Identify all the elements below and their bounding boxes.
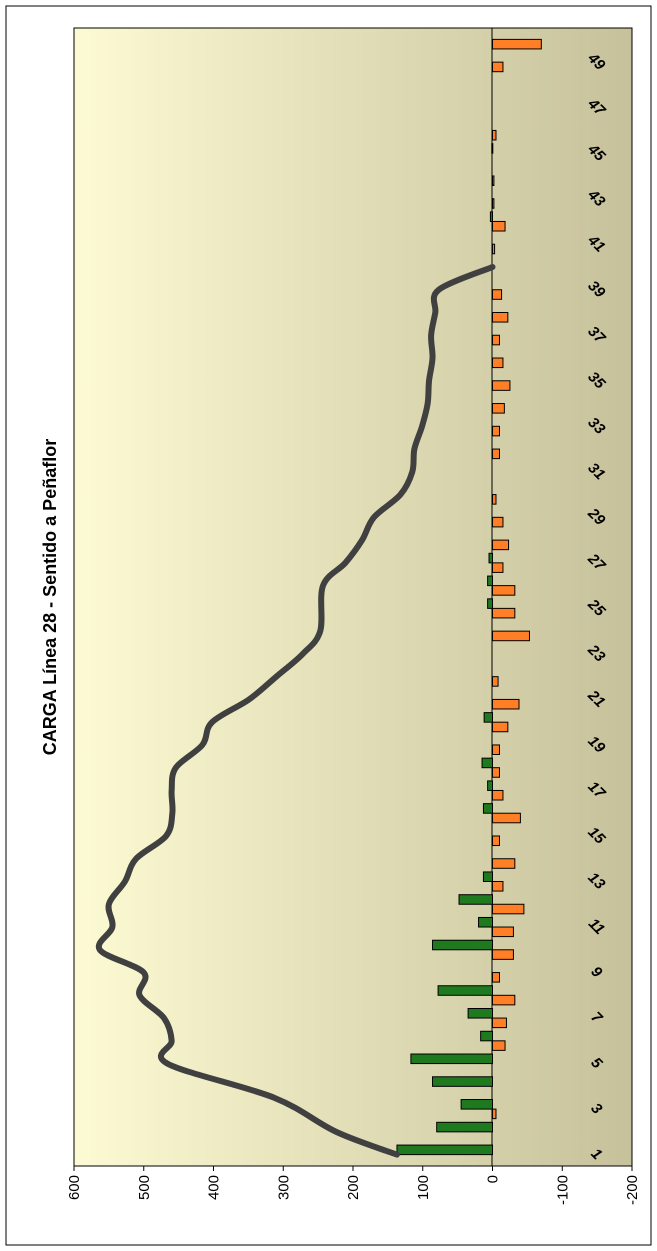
bar-green-7 xyxy=(467,1008,493,1019)
load-line xyxy=(95,263,496,1158)
bar-orange-22 xyxy=(492,676,499,687)
bar-green-12 xyxy=(458,894,493,905)
bar-green-18 xyxy=(481,757,494,769)
bar-orange-8 xyxy=(492,994,516,1006)
bar-green-10 xyxy=(432,939,494,951)
bar-orange-42 xyxy=(492,220,506,232)
bar-orange-21 xyxy=(492,698,520,710)
bar-orange-24 xyxy=(492,630,530,642)
bar-orange-43 xyxy=(492,198,495,209)
bar-green-26 xyxy=(487,575,493,587)
plot-area xyxy=(73,27,633,1167)
bar-green-8 xyxy=(437,985,493,996)
bar-green-27 xyxy=(488,552,494,564)
bar-orange-18 xyxy=(492,767,500,778)
bar-orange-33 xyxy=(492,425,500,437)
bar-green-11 xyxy=(478,916,493,928)
bar-orange-34 xyxy=(492,403,505,414)
bar-orange-15 xyxy=(492,835,500,847)
bar-orange-3 xyxy=(492,1108,497,1120)
bar-orange-11 xyxy=(492,926,514,938)
bar-green-25 xyxy=(487,598,493,609)
bar-orange-36 xyxy=(492,357,504,369)
y-tick-label: -100 xyxy=(554,1175,571,1205)
bar-green-13 xyxy=(482,871,493,882)
bar-green-17 xyxy=(487,780,493,791)
y-tick-label: 300 xyxy=(275,1175,292,1200)
bar-orange-10 xyxy=(492,949,514,960)
bar-orange-44 xyxy=(492,175,495,186)
bar-orange-17 xyxy=(492,789,504,801)
bar-green-42 xyxy=(489,211,494,222)
bar-orange-46 xyxy=(492,129,497,141)
y-tick-label: 500 xyxy=(136,1175,153,1200)
chart-title: CARGA Línea 28 - Sentido a Peñaflor xyxy=(40,439,60,755)
bar-green-45 xyxy=(491,143,494,154)
bar-orange-13 xyxy=(492,881,504,892)
bar-orange-9 xyxy=(492,972,500,983)
bar-orange-19 xyxy=(492,744,500,755)
bar-orange-50 xyxy=(492,38,542,50)
y-tick-label: 400 xyxy=(206,1175,223,1200)
bar-orange-38 xyxy=(492,312,509,323)
bar-orange-49 xyxy=(492,61,504,73)
bar-green-16 xyxy=(482,803,493,814)
y-tick-label: 100 xyxy=(415,1175,432,1200)
bar-orange-35 xyxy=(492,380,511,391)
bar-orange-37 xyxy=(492,334,500,346)
bar-green-3 xyxy=(460,1099,493,1110)
bar-orange-29 xyxy=(492,516,504,528)
bar-green-1 xyxy=(396,1144,494,1156)
bar-green-6 xyxy=(480,1030,493,1042)
bar-orange-16 xyxy=(492,812,521,824)
bar-orange-39 xyxy=(492,289,503,300)
bar-green-4 xyxy=(432,1076,494,1087)
y-tick-label: 200 xyxy=(345,1175,362,1200)
bar-green-2 xyxy=(436,1121,494,1133)
bar-orange-27 xyxy=(492,562,504,573)
y-tick-label: 0 xyxy=(485,1175,502,1183)
bar-orange-32 xyxy=(492,448,500,460)
bar-orange-26 xyxy=(492,585,516,596)
bar-green-5 xyxy=(410,1053,493,1065)
bar-orange-12 xyxy=(492,903,525,915)
bar-orange-20 xyxy=(492,721,509,733)
bar-orange-30 xyxy=(492,494,497,505)
bar-orange-25 xyxy=(492,607,516,619)
y-tick-label: -200 xyxy=(624,1175,641,1205)
y-tick-label: 600 xyxy=(66,1175,83,1200)
bar-orange-14 xyxy=(492,858,516,869)
bar-green-20 xyxy=(483,712,494,723)
bar-orange-41 xyxy=(492,243,496,255)
bar-orange-28 xyxy=(492,539,510,551)
bar-orange-6 xyxy=(492,1040,506,1051)
bar-orange-7 xyxy=(492,1017,507,1029)
